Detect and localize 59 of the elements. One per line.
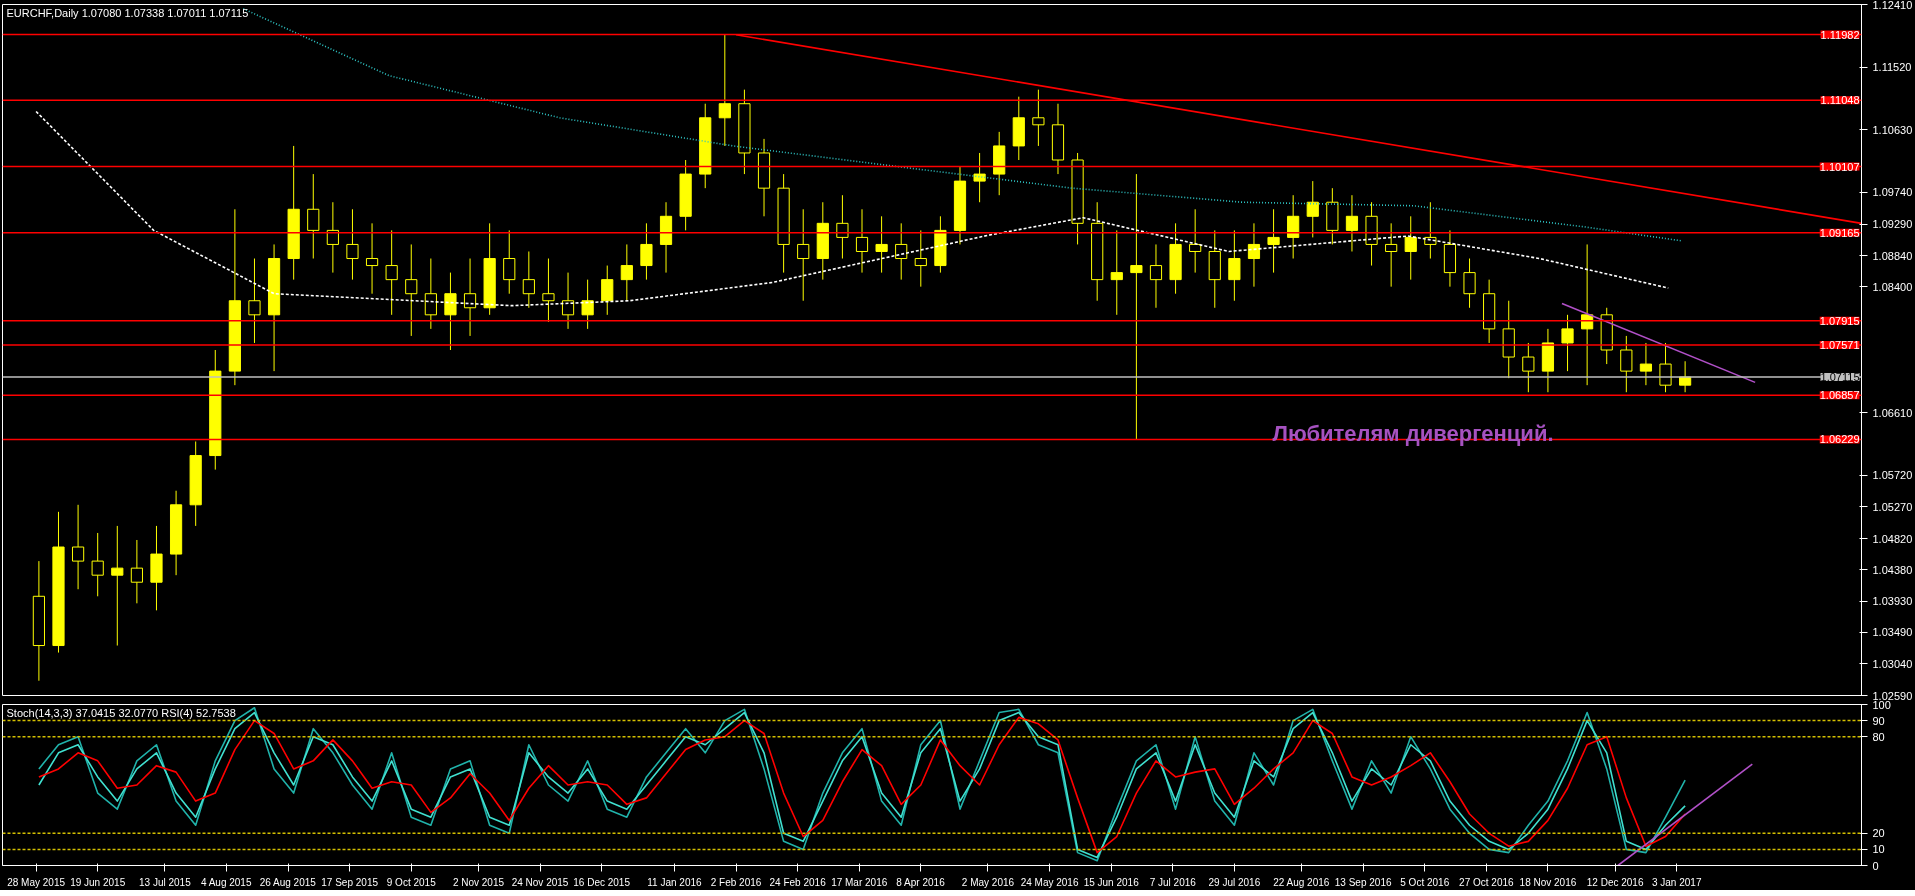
x-tick-label: 2 May 2016 <box>961 876 1015 888</box>
y-tick-label: 1.04380 <box>1872 563 1913 576</box>
x-tick-label: 18 Nov 2016 <box>1519 876 1577 888</box>
x-tick-label: 29 Jul 2016 <box>1208 876 1261 888</box>
x-tick-label: 13 Sep 2016 <box>1334 876 1392 888</box>
ref-line-label: 1.07115 <box>1820 371 1860 384</box>
ref-line-label: 1.07915 <box>1819 314 1860 327</box>
y-tick-label: 90 <box>1872 714 1885 727</box>
y-tick-label: 1.11520 <box>1872 61 1912 74</box>
x-tick-label: 2 Nov 2015 <box>452 876 505 888</box>
y-tick-label: 1.03040 <box>1872 657 1913 670</box>
x-tick-label: 19 Jun 2015 <box>70 876 126 888</box>
x-tick-label: 16 Dec 2015 <box>573 876 631 888</box>
chart-title: Stoch(14,3,3) 37.0415 32.0770 RSI(4) 52.7538 <box>6 706 236 719</box>
y-tick-label: 1.06610 <box>1872 406 1913 419</box>
x-tick-label: 24 May 2016 <box>1020 876 1079 888</box>
y-tick-label: 1.04820 <box>1872 532 1913 545</box>
y-tick-label: 1.12410 <box>1872 0 1913 11</box>
y-tick-label: 1.05270 <box>1872 500 1913 513</box>
y-tick-label: 1.03490 <box>1872 626 1913 639</box>
y-tick-label: 80 <box>1872 730 1885 743</box>
x-tick-label: 15 Jun 2016 <box>1083 876 1140 888</box>
ref-line-label: 1.06857 <box>1819 389 1860 402</box>
ref-line-label: 1.11048 <box>1820 94 1860 107</box>
annotation: Любителям дивергенций. <box>1272 420 1554 446</box>
y-tick-label: 10 <box>1872 843 1885 856</box>
x-tick-label: 12 Dec 2016 <box>1586 876 1644 888</box>
x-tick-label: 9 Oct 2015 <box>386 876 437 888</box>
y-tick-label: 1.03930 <box>1872 595 1913 608</box>
x-tick-label: 7 Jul 2016 <box>1149 876 1197 888</box>
ref-line-label: 1.11982 <box>1820 28 1860 41</box>
x-tick-label: 3 Jan 2017 <box>1651 876 1702 888</box>
x-tick-label: 27 Oct 2016 <box>1459 876 1515 888</box>
ref-line-label: 1.10107 <box>1819 160 1860 173</box>
y-tick-label: 1.09290 <box>1872 218 1913 231</box>
x-tick-label: 26 Aug 2015 <box>259 876 317 888</box>
x-tick-label: 4 Aug 2015 <box>200 876 252 888</box>
y-tick-label: 1.10630 <box>1872 123 1913 136</box>
x-tick-label: 17 Mar 2016 <box>831 876 888 888</box>
x-tick-label: 24 Nov 2015 <box>511 876 569 888</box>
y-tick-label: 20 <box>1872 827 1885 840</box>
x-tick-label: 11 Jan 2016 <box>647 876 703 888</box>
x-tick-label: 17 Sep 2015 <box>321 876 379 888</box>
y-tick-label: 1.08400 <box>1872 280 1913 293</box>
x-tick-label: 5 Oct 2016 <box>1400 876 1450 888</box>
y-tick-label: 0 <box>1872 859 1879 872</box>
ref-line-label: 1.07571 <box>1819 339 1860 351</box>
chart-title: EURCHF,Daily 1.07080 1.07338 1.07011 1.07115 <box>6 6 249 19</box>
x-tick-label: 13 Jul 2015 <box>139 876 192 888</box>
x-tick-label: 8 Apr 2016 <box>896 876 946 888</box>
ref-line-label: 1.06229 <box>1819 433 1860 446</box>
x-tick-label: 2 Feb 2016 <box>710 876 762 888</box>
x-tick-label: 28 May 2015 <box>7 876 66 888</box>
y-tick-label: 1.05720 <box>1872 469 1913 482</box>
y-tick-label: 1.08840 <box>1872 249 1913 262</box>
y-tick-label: 1.09740 <box>1872 186 1913 199</box>
ref-line-label: 1.09165 <box>1819 226 1860 239</box>
x-tick-label: 22 Aug 2016 <box>1273 876 1330 888</box>
x-tick-label: 24 Feb 2016 <box>769 876 827 888</box>
